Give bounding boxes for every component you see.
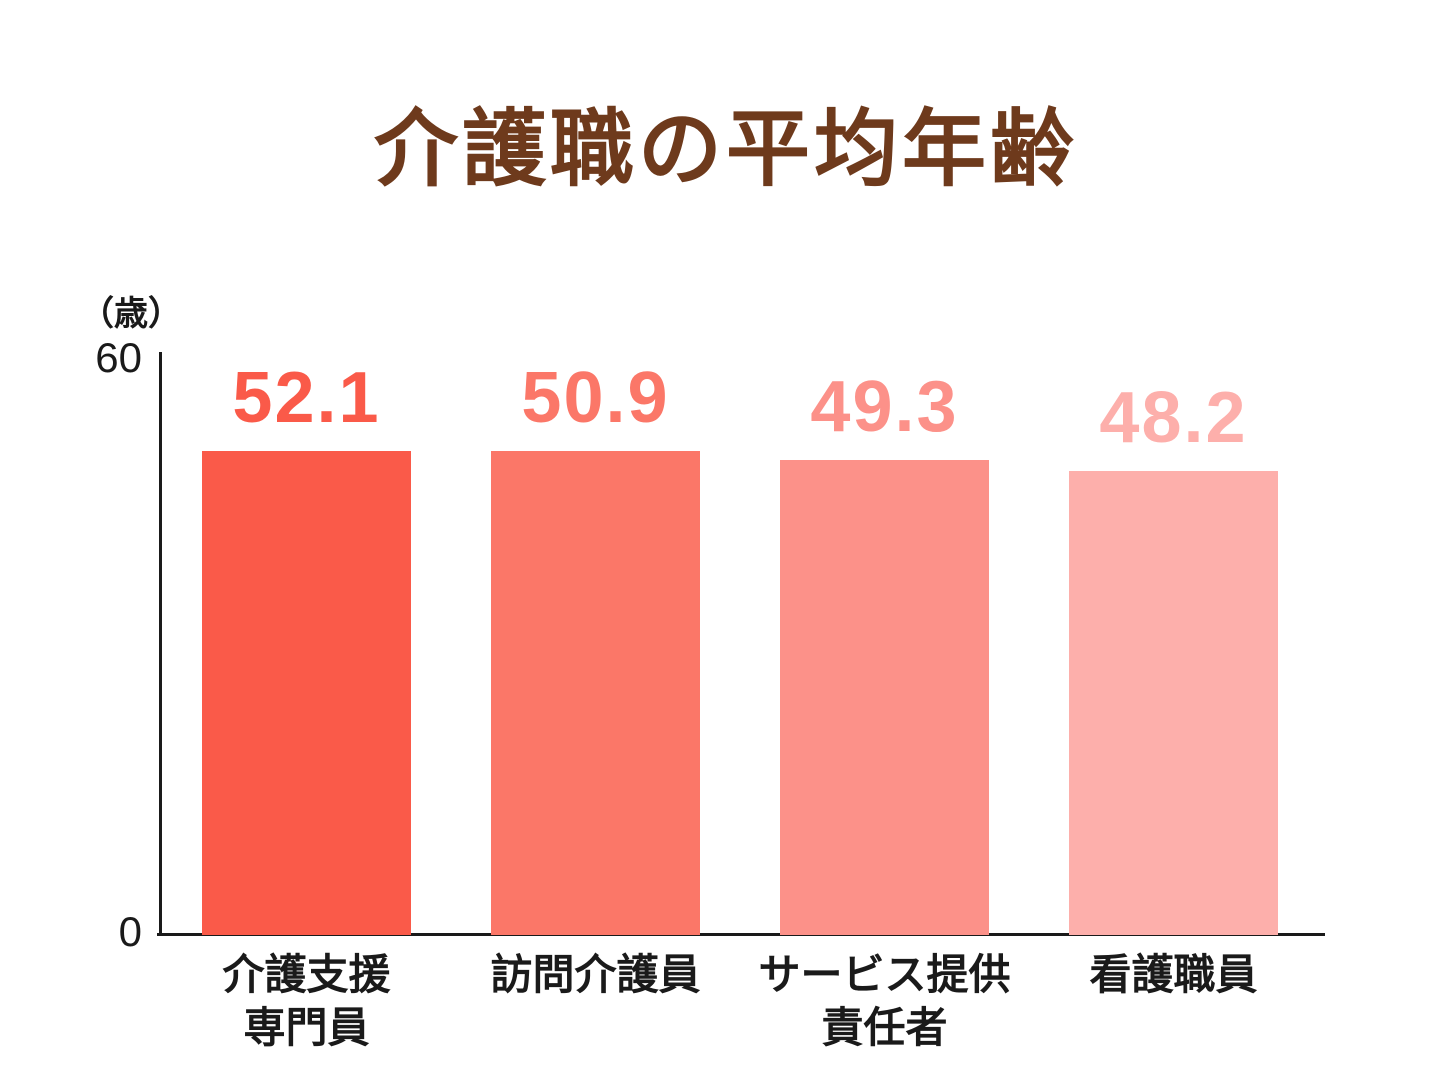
x-axis-line <box>157 933 1325 936</box>
category-label: 訪問介護員 <box>490 951 701 998</box>
y-axis-tick-0: 0 <box>118 908 142 955</box>
bar-value-label: 49.3 <box>810 367 959 447</box>
bar <box>1069 471 1278 935</box>
bar-group: 48.2 看護職員 <box>1069 357 1278 998</box>
bar-group: 52.1 介護支援 専門員 <box>202 357 411 1051</box>
plot-area: 52.1 介護支援 専門員 50.9 訪問介護員 49.3 サービス提供 責任者 48.2 看護職… <box>160 357 1320 1051</box>
category-label: 看護職員 <box>1089 951 1258 998</box>
bar-value-label: 48.2 <box>1099 378 1248 458</box>
bar-group: 49.3 サービス提供 責任者 <box>758 357 1010 1051</box>
chart-title: 介護職の平均年齢 <box>373 102 1078 196</box>
category-label: 介護支援 専門員 <box>222 951 391 1051</box>
y-axis-line <box>159 352 162 936</box>
bar <box>780 460 989 935</box>
bars-container: 52.1 介護支援 専門員 50.9 訪問介護員 49.3 サービス提供 責任者 48.2 看護職… <box>160 357 1320 1051</box>
bar-value-label: 50.9 <box>521 358 670 438</box>
bar-value-label: 52.1 <box>232 358 381 438</box>
bar <box>491 451 700 935</box>
category-label: サービス提供 責任者 <box>758 951 1011 1051</box>
bar-group: 50.9 訪問介護員 <box>490 357 700 998</box>
bar <box>202 451 411 935</box>
y-axis-unit-label: （歳） <box>80 295 182 333</box>
y-axis-tick-60: 60 <box>95 334 142 381</box>
